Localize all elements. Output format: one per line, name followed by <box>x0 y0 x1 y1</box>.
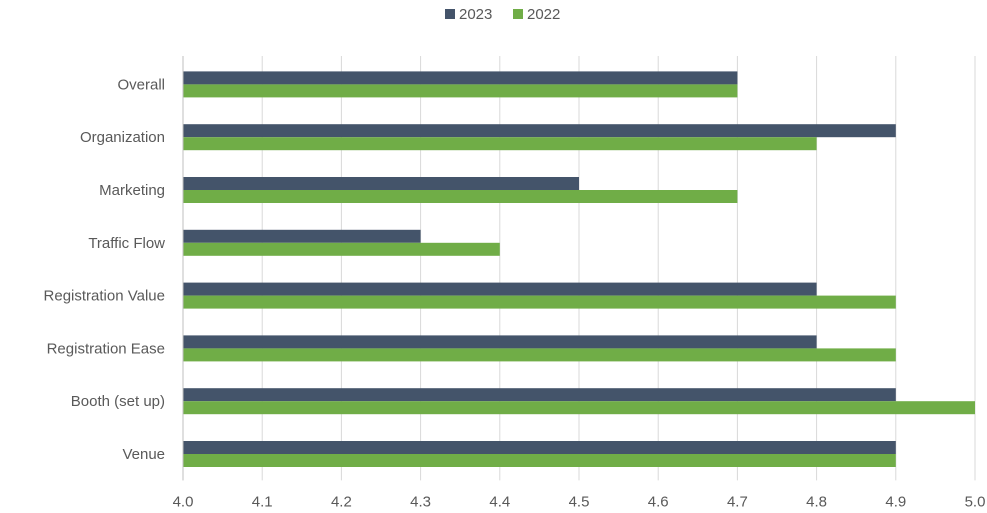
bars <box>183 71 975 467</box>
legend-swatch-2022 <box>513 9 523 19</box>
bar-2022 <box>183 454 896 467</box>
x-tick-label: 4.7 <box>727 493 748 510</box>
legend-swatch-2023 <box>445 9 455 19</box>
x-tick-label: 5.0 <box>965 493 986 510</box>
bar-2022 <box>183 295 896 309</box>
category-label: Registration Ease <box>47 340 165 357</box>
legend: 2023 2022 <box>445 6 560 23</box>
bar-2023 <box>183 388 896 402</box>
category-label: Venue <box>122 446 165 463</box>
x-tick-label: 4.8 <box>806 493 827 510</box>
category-label: Marketing <box>99 182 165 199</box>
bar-2023 <box>183 335 817 349</box>
bar-2023 <box>183 282 817 296</box>
bar-2022 <box>183 84 738 98</box>
bar-2023 <box>183 71 738 85</box>
x-tick-label: 4.1 <box>252 493 273 510</box>
bar-2023 <box>183 229 421 243</box>
bar-2023 <box>183 441 896 454</box>
bar-2022 <box>183 190 738 203</box>
x-tick-label: 4.6 <box>648 493 669 510</box>
bar-2022 <box>183 401 975 415</box>
bar-2023 <box>183 124 896 138</box>
category-label: Booth (set up) <box>71 393 165 410</box>
x-tick-label: 4.3 <box>410 493 431 510</box>
x-tick-label: 4.4 <box>489 493 510 510</box>
category-label: Traffic Flow <box>88 235 165 252</box>
category-labels: Overall Organization Marketing Traffic Flow… <box>44 76 166 463</box>
x-tick-label: 4.5 <box>569 493 590 510</box>
category-label: Organization <box>80 129 165 146</box>
legend-label: 2022 <box>527 6 560 23</box>
category-label: Registration Value <box>44 288 165 305</box>
gridlines <box>182 56 976 481</box>
bar-2022 <box>183 242 500 256</box>
x-tick-label: 4.9 <box>885 493 906 510</box>
bar-2023 <box>183 177 579 190</box>
bar-2022 <box>183 348 896 362</box>
x-tick-labels: 4.0 4.1 4.2 4.3 4.4 4.5 4.6 4.7 4.8 4.9 5.0 <box>173 493 986 510</box>
bar-2022 <box>183 137 817 151</box>
x-tick-label: 4.2 <box>331 493 352 510</box>
category-label: Overall <box>117 76 165 93</box>
x-tick-label: 4.0 <box>173 493 194 510</box>
legend-label: 2023 <box>459 6 492 23</box>
